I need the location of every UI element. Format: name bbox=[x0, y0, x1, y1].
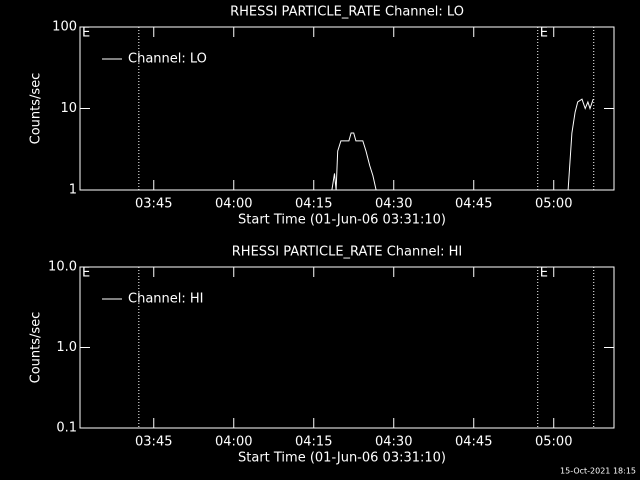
x-tick-label: 05:00 bbox=[535, 197, 572, 212]
y-tick-label: 1.0 bbox=[56, 340, 77, 355]
y-axis-label: Counts/sec bbox=[29, 73, 44, 145]
x-tick-label: 04:45 bbox=[455, 435, 492, 450]
annotation: E bbox=[540, 26, 548, 41]
annotation: E bbox=[540, 266, 548, 281]
x-tick-label: 05:00 bbox=[535, 435, 572, 450]
y-axis-label: Counts/sec bbox=[29, 312, 44, 384]
legend-label: Channel: HI bbox=[128, 292, 204, 307]
x-tick-label: 04:45 bbox=[455, 197, 492, 212]
chart-title: RHESSI PARTICLE_RATE Channel: LO bbox=[230, 5, 464, 20]
y-tick-label: 100 bbox=[52, 20, 77, 35]
data-line bbox=[331, 98, 594, 190]
x-axis-label: Start Time (01-Jun-06 03:31:10) bbox=[238, 451, 446, 466]
footer: 15-Oct-2021 18:15 bbox=[560, 467, 636, 476]
y-tick-label: 0.1 bbox=[56, 421, 77, 436]
x-tick-label: 03:45 bbox=[135, 435, 172, 450]
chart-title: RHESSI PARTICLE_RATE Channel: HI bbox=[232, 245, 462, 260]
annotation: E bbox=[82, 26, 90, 41]
y-tick-label: 10 bbox=[60, 101, 77, 116]
x-tick-label: 04:30 bbox=[375, 197, 412, 212]
x-tick-label: 04:30 bbox=[375, 435, 412, 450]
y-tick-label: 1 bbox=[69, 183, 77, 198]
x-tick-label: 03:45 bbox=[135, 197, 172, 212]
x-tick-label: 04:15 bbox=[295, 197, 332, 212]
x-axis-label: Start Time (01-Jun-06 03:31:10) bbox=[238, 213, 446, 228]
x-tick-label: 04:15 bbox=[295, 435, 332, 450]
x-tick-label: 04:00 bbox=[215, 435, 252, 450]
legend-label: Channel: LO bbox=[128, 52, 207, 67]
x-tick-label: 04:00 bbox=[215, 197, 252, 212]
annotation: E bbox=[82, 266, 90, 281]
y-tick-label: 10.0 bbox=[48, 260, 77, 275]
